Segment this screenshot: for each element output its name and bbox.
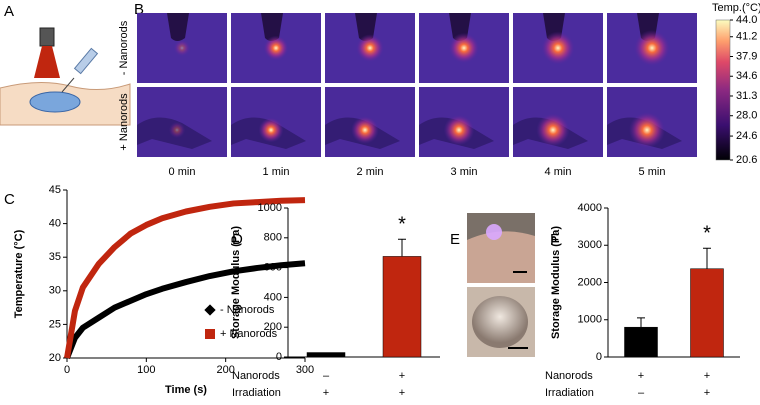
time-label: 4 min bbox=[545, 166, 572, 178]
y-tick-label: 400 bbox=[264, 291, 282, 303]
legend-label: - Nanorods bbox=[220, 304, 275, 316]
thermal-spot bbox=[541, 31, 575, 65]
panel-label: B bbox=[134, 1, 144, 18]
y-tick-label: 1000 bbox=[258, 202, 282, 214]
y-tick-label: 3000 bbox=[578, 239, 602, 251]
table-cell: + bbox=[399, 370, 405, 382]
colorbar-label: 44.0 bbox=[736, 14, 757, 26]
time-label: 1 min bbox=[263, 166, 290, 178]
y-axis-label: Temperature (°C) bbox=[13, 229, 25, 318]
y-tick-label: 600 bbox=[264, 262, 282, 274]
y-tick-label: 45 bbox=[49, 184, 61, 196]
series-line bbox=[64, 260, 306, 360]
panel-label: A bbox=[4, 3, 14, 20]
thermal-spot bbox=[629, 112, 665, 148]
error-bar bbox=[703, 247, 711, 269]
y-tick-label: 40 bbox=[49, 218, 61, 230]
time-label: 2 min bbox=[357, 166, 384, 178]
legend-marker bbox=[205, 329, 215, 339]
table-row-label: Nanorods bbox=[545, 370, 593, 382]
annotation: * bbox=[703, 223, 711, 245]
y-tick-label: 35 bbox=[49, 251, 61, 263]
y-tick-label: 2000 bbox=[578, 276, 602, 288]
annotation: * bbox=[398, 214, 406, 236]
row-label: - Nanorods bbox=[118, 20, 130, 75]
y-tick-label: 800 bbox=[264, 232, 282, 244]
thermal-spot bbox=[173, 39, 191, 57]
table-cell: + bbox=[638, 370, 644, 382]
y-tick-label: 1000 bbox=[578, 314, 602, 326]
thermal-spot bbox=[258, 117, 284, 143]
table-row-label: Nanorods bbox=[232, 370, 280, 382]
colorbar-label: 34.6 bbox=[736, 70, 757, 82]
thermal-shadow bbox=[261, 13, 283, 41]
colorbar-label: 28.0 bbox=[736, 110, 757, 122]
table-cell: + bbox=[399, 387, 405, 399]
x-tick-label: 100 bbox=[137, 364, 155, 376]
y-axis-label: Storage Modulus (Pa) bbox=[550, 226, 562, 339]
thermal-spot bbox=[356, 34, 384, 62]
table-row-label: Irradiation bbox=[232, 387, 281, 399]
schematic bbox=[0, 27, 131, 126]
y-axis-label: Storage Modulus (Pa) bbox=[230, 226, 242, 339]
x-tick-label: 200 bbox=[216, 364, 234, 376]
colorbar-label: 37.9 bbox=[736, 50, 757, 62]
colorbar-label: 20.6 bbox=[736, 154, 757, 166]
thermal-spot bbox=[443, 114, 475, 146]
table-cell: – bbox=[323, 370, 330, 382]
thermal-spot bbox=[448, 32, 480, 64]
thermal-spot bbox=[634, 30, 670, 66]
panel-label: C bbox=[4, 191, 15, 208]
table-cell: – bbox=[638, 387, 645, 399]
colorbar-label: 24.6 bbox=[736, 130, 757, 142]
bar bbox=[690, 268, 724, 358]
x-tick-label: 300 bbox=[296, 364, 314, 376]
thermal-shadow bbox=[355, 13, 377, 41]
y-tick-label: 0 bbox=[596, 351, 602, 363]
panel-label: E bbox=[450, 231, 460, 248]
panel-label: F bbox=[550, 231, 559, 248]
y-tick-label: 200 bbox=[264, 321, 282, 333]
y-tick-label: 25 bbox=[49, 318, 61, 330]
table-cell: + bbox=[704, 387, 710, 399]
bar bbox=[624, 326, 658, 358]
x-tick-label: 0 bbox=[64, 364, 70, 376]
colorbar-label: 41.2 bbox=[736, 31, 757, 43]
series-line bbox=[64, 197, 306, 359]
x-axis-label: Time (s) bbox=[165, 384, 207, 396]
error-bar bbox=[637, 317, 645, 328]
thermal-spot bbox=[263, 35, 289, 61]
time-label: 3 min bbox=[451, 166, 478, 178]
table-row-label: Irradiation bbox=[545, 387, 594, 399]
y-tick-label: 30 bbox=[49, 285, 61, 297]
thermal-spot bbox=[351, 116, 379, 144]
bar bbox=[306, 352, 346, 358]
error-bar bbox=[398, 238, 406, 257]
colorbar-label: 31.3 bbox=[736, 90, 757, 102]
thermal-shadow bbox=[167, 13, 189, 41]
y-tick-label: 0 bbox=[276, 351, 282, 363]
thermal-spot bbox=[536, 113, 570, 147]
time-label: 0 min bbox=[169, 166, 196, 178]
legend-label: + Nanorods bbox=[220, 328, 278, 340]
row-label: + Nanorods bbox=[118, 93, 130, 151]
y-tick-label: 20 bbox=[49, 352, 61, 364]
panel-label: D bbox=[232, 231, 243, 248]
table-cell: + bbox=[704, 370, 710, 382]
colorbar-title: Temp.(°C) bbox=[712, 2, 760, 14]
bar bbox=[382, 256, 422, 358]
y-tick-label: 4000 bbox=[578, 202, 602, 214]
table-cell: + bbox=[323, 387, 329, 399]
photos bbox=[467, 213, 535, 357]
time-label: 5 min bbox=[639, 166, 666, 178]
colorbar bbox=[715, 19, 731, 161]
thermal-spot bbox=[168, 121, 186, 139]
legend-marker bbox=[204, 304, 216, 316]
